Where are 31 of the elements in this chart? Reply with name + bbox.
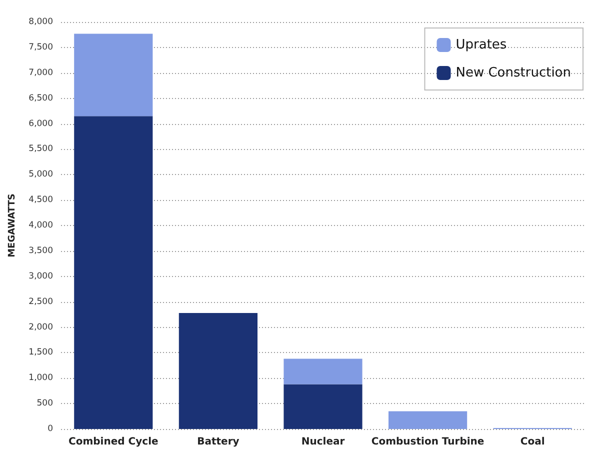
legend-label: Uprates bbox=[456, 38, 507, 52]
y-tick-label: 500 bbox=[36, 398, 53, 409]
y-tick-label: 1,000 bbox=[28, 373, 53, 384]
y-tick-label: 4,500 bbox=[28, 195, 53, 206]
y-tick-label: 1,500 bbox=[28, 348, 53, 358]
x-tick-label: Combined Cycle bbox=[68, 436, 158, 448]
y-tick-label: 5,000 bbox=[28, 170, 53, 180]
y-tick-label: 4,000 bbox=[28, 220, 53, 230]
y-tick-label: 0 bbox=[48, 424, 53, 434]
y-tick-label: 5,500 bbox=[28, 144, 53, 154]
bar bbox=[178, 313, 258, 429]
y-tick-label: 2,500 bbox=[28, 296, 53, 307]
y-tick-label: 7,000 bbox=[28, 68, 53, 78]
y-tick-label: 7,500 bbox=[28, 42, 53, 52]
y-tick-label: 8,000 bbox=[28, 17, 53, 27]
y-axis-title: MEGAWATTS bbox=[8, 194, 18, 258]
bar bbox=[284, 384, 362, 429]
y-tick-label: 3,500 bbox=[28, 246, 53, 256]
x-tick-label: Coal bbox=[520, 436, 545, 448]
x-tick-label: Combustion Turbine bbox=[371, 436, 484, 448]
bar bbox=[74, 34, 153, 116]
y-tick-label: 6,000 bbox=[28, 118, 53, 129]
legend-label: New Construction bbox=[456, 66, 572, 80]
y-tick-label: 6,500 bbox=[28, 93, 53, 104]
bar bbox=[388, 411, 468, 429]
x-tick-label: Nuclear bbox=[301, 436, 345, 448]
x-tick-label: Battery bbox=[197, 436, 240, 448]
bar bbox=[74, 116, 153, 429]
bar bbox=[284, 358, 362, 384]
y-tick-label: 2,000 bbox=[28, 322, 53, 332]
y-tick-label: 3,000 bbox=[28, 271, 53, 282]
